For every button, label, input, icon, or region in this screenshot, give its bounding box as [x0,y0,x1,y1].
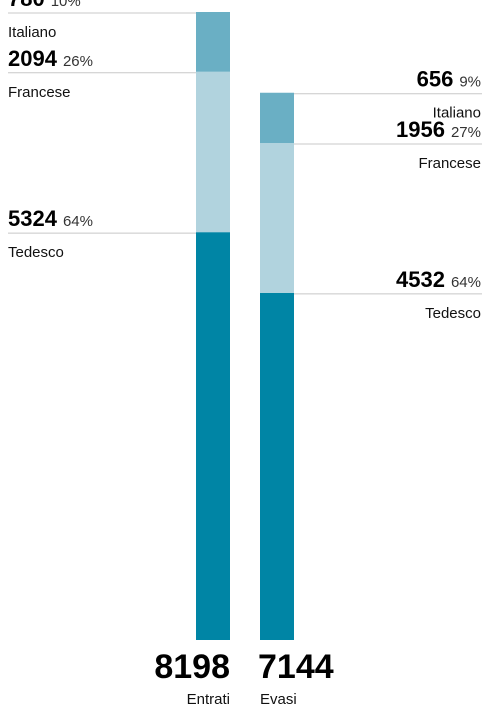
bar-segment-entrati-francese [196,72,230,232]
segment-label-entrati-francese: 2094 26% [8,46,93,71]
category-label-evasi: Evasi [260,691,297,708]
value-label: 5324 [8,206,58,231]
series-label-tedesco: Tedesco [8,244,64,261]
series-label-francese: Francese [8,84,71,101]
series-label-italiano: Italiano [8,24,56,41]
bar-segment-evasi-tedesco [260,293,294,640]
percent-label: 64% [63,213,93,230]
total-evasi: 7144 [258,648,334,686]
percent-label: 9% [459,74,481,91]
segment-label-evasi-italiano: 656 9% [417,67,481,92]
percent-label: 26% [63,53,93,70]
segment-label-entrati-italiano: 780 10% [8,0,81,11]
series-label-tedesco: Tedesco [425,305,481,322]
bar-segment-entrati-tedesco [196,232,230,640]
percent-label: 27% [451,124,481,141]
percent-label: 64% [451,274,481,291]
value-label: 656 [417,67,454,92]
value-label: 4532 [396,267,445,292]
value-label: 2094 [8,46,58,71]
segment-label-entrati-tedesco: 5324 64% [8,206,93,231]
percent-label: 10% [51,0,81,10]
bar-segment-entrati-italiano [196,12,230,72]
category-label-entrati: Entrati [187,691,230,708]
series-label-italiano: Italiano [433,105,481,122]
value-label: 780 [8,0,45,11]
series-label-francese: Francese [418,155,481,172]
bar-segment-evasi-italiano [260,93,294,143]
segment-label-evasi-tedesco: 4532 64% [396,267,481,292]
total-entrati: 8198 [154,648,230,686]
bar-segment-evasi-francese [260,143,294,293]
